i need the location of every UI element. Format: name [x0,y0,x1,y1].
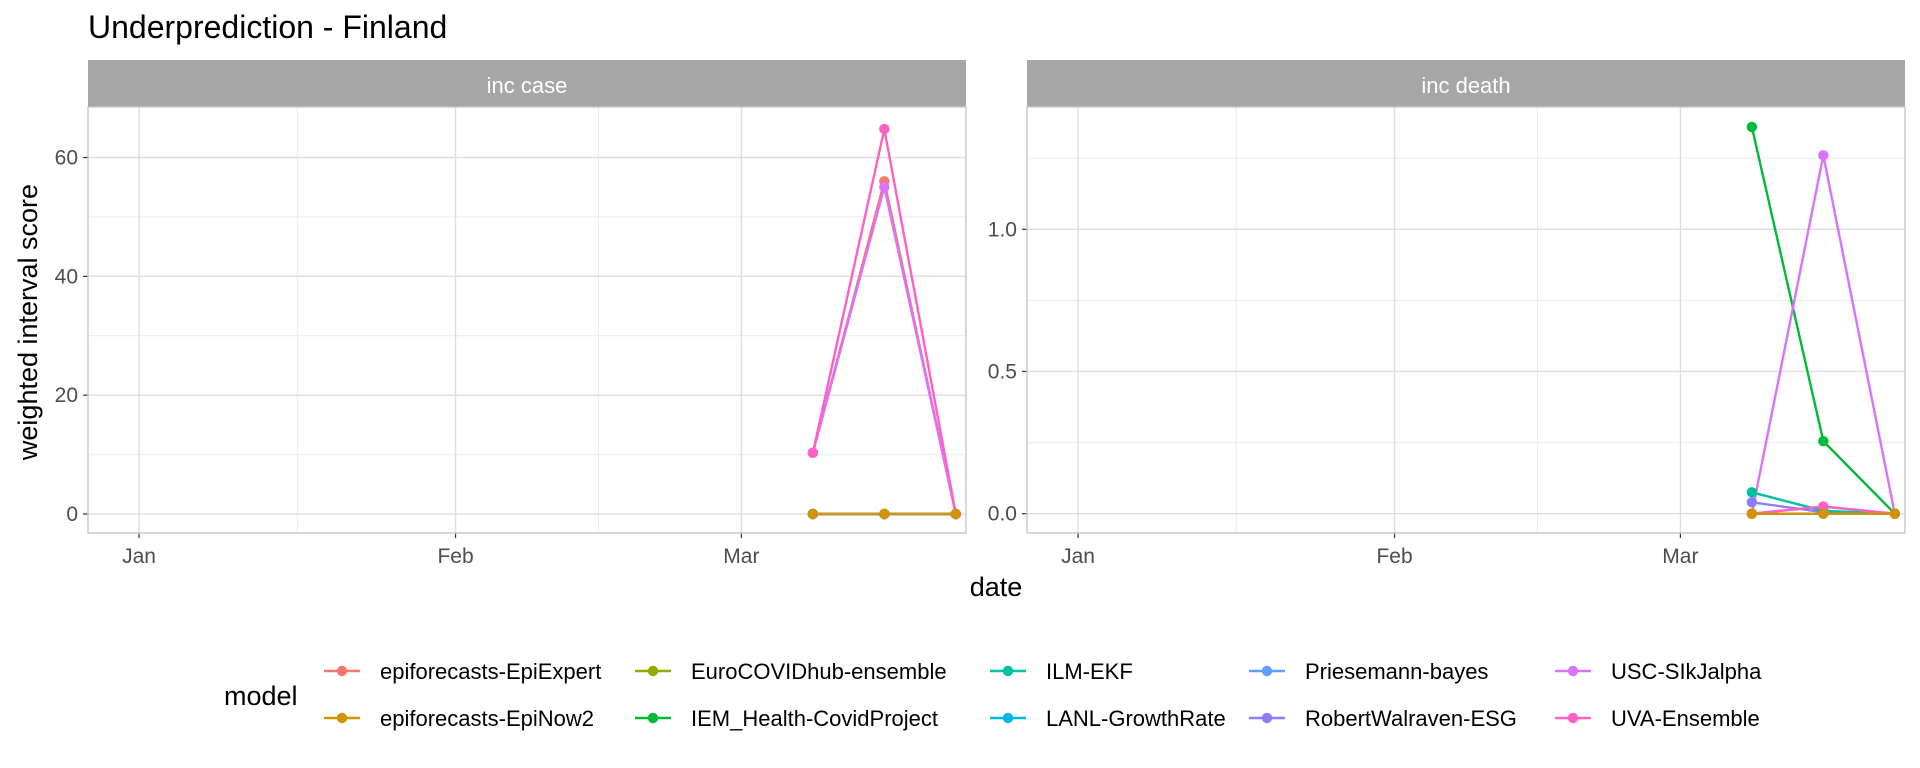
data-point-robertwalraven-esg [1746,497,1758,508]
x-tick-label: Mar [723,545,759,568]
x-axis-title: date [970,572,1023,602]
legend-key-point [1002,665,1014,677]
legend-item-epiforecasts-epinow2: epiforecasts-EpiNow2 [324,706,594,731]
legend-label: epiforecasts-EpiNow2 [380,706,594,731]
legend-key-point [647,712,659,724]
data-point-usc-sikjalpha [1818,150,1829,161]
legend-item-priesemann-bayes: Priesemann-bayes [1249,659,1488,684]
data-point-ilm-ekf [1746,487,1758,498]
legend-key-point [1567,665,1579,677]
panel-border [1026,106,1906,534]
y-tick-label: 0.0 [988,503,1017,526]
data-point-epiforecasts-epinow2 [879,508,890,520]
legend-label: ILM-EKF [1046,659,1133,684]
y-tick-label: 40 [55,265,78,288]
data-point-epiforecasts-epinow2 [1889,508,1900,519]
legend-item-lanl-growthrate: LANL-GrowthRate [990,706,1226,731]
x-tick-label: Jan [122,545,156,568]
data-point-uva-ensemble [879,123,890,135]
legend-item-iem-health-covidproject: IEM_Health-CovidProject [635,706,938,731]
x-tick-label: Jan [1061,545,1095,568]
x-tick-label: Feb [437,545,473,568]
legend-label: UVA-Ensemble [1611,706,1760,731]
legend-item-eurocovidhub-ensemble: EuroCOVIDhub-ensemble [635,659,947,684]
legend-item-usc-sikjalpha: USC-SIkJalpha [1555,659,1762,684]
legend-item-robertwalraven-esg: RobertWalraven-ESG [1249,706,1517,731]
legend-key-point [336,712,348,724]
legend-label: RobertWalraven-ESG [1305,706,1517,731]
legend-title: model [224,681,298,711]
facet-strip-inc-death [1027,60,1905,107]
panel-border [87,106,967,534]
data-point-epiforecasts-epinow2 [807,508,819,520]
data-point-epiforecasts-epinow2 [950,508,961,520]
y-tick-label: 1.0 [988,218,1017,241]
x-tick-label: Feb [1376,545,1412,568]
data-point-epiforecasts-epinow2 [1746,508,1758,519]
panel-inc-case: inc case 0 20 40 60 Jan Feb Mar [55,60,967,568]
panel-background [88,107,966,533]
data-point-iem-health-covidproject [1818,435,1829,447]
facet-panels: inc case 0 20 40 60 Jan Feb Mar inc death 0.0 0.5 1… [55,60,1906,568]
data-point-epiforecasts-epinow2 [1818,508,1829,519]
legend-key-point [647,665,659,677]
legend-item-epiforecasts-epiexpert: epiforecasts-EpiExpert [324,659,601,684]
legend-key-point [1261,665,1273,677]
facet-strip-inc-case [88,60,966,107]
legend-key-point [336,665,348,677]
legend-label: LANL-GrowthRate [1046,706,1226,731]
panel-inc-death: inc death 0.0 0.5 1.0 Jan Feb Mar [988,60,1906,568]
legend-item-uva-ensemble: UVA-Ensemble [1555,706,1760,731]
legend-label: epiforecasts-EpiExpert [380,659,601,684]
legend: model epiforecasts-EpiExpert epiforecasts… [224,659,1762,731]
y-tick-label: 0.5 [988,360,1017,383]
data-point-uva-ensemble [807,447,819,458]
panel-background [1027,107,1905,533]
y-tick-label: 60 [55,147,78,170]
chart-title: Underprediction - Finland [88,9,447,45]
data-point-iem-health-covidproject [1746,121,1758,133]
y-axis-title: weighted interval score [13,184,43,461]
legend-label: IEM_Health-CovidProject [691,706,938,731]
legend-item-ilm-ekf: ILM-EKF [990,659,1133,684]
data-point-uva-ensemble [1818,501,1829,512]
legend-label: EuroCOVIDhub-ensemble [691,659,947,684]
facet-label-inc-death: inc death [1421,73,1510,98]
legend-key-point [1002,712,1014,724]
facet-label-inc-case: inc case [487,73,568,98]
legend-label: Priesemann-bayes [1305,659,1488,684]
legend-key-point [1261,712,1273,724]
legend-label: USC-SIkJalpha [1611,659,1762,684]
y-tick-label: 0 [66,503,78,526]
legend-key-point [1567,712,1579,724]
x-tick-label: Mar [1662,545,1698,568]
y-tick-label: 20 [55,384,78,407]
data-point-usc-sikjalpha [879,182,890,193]
